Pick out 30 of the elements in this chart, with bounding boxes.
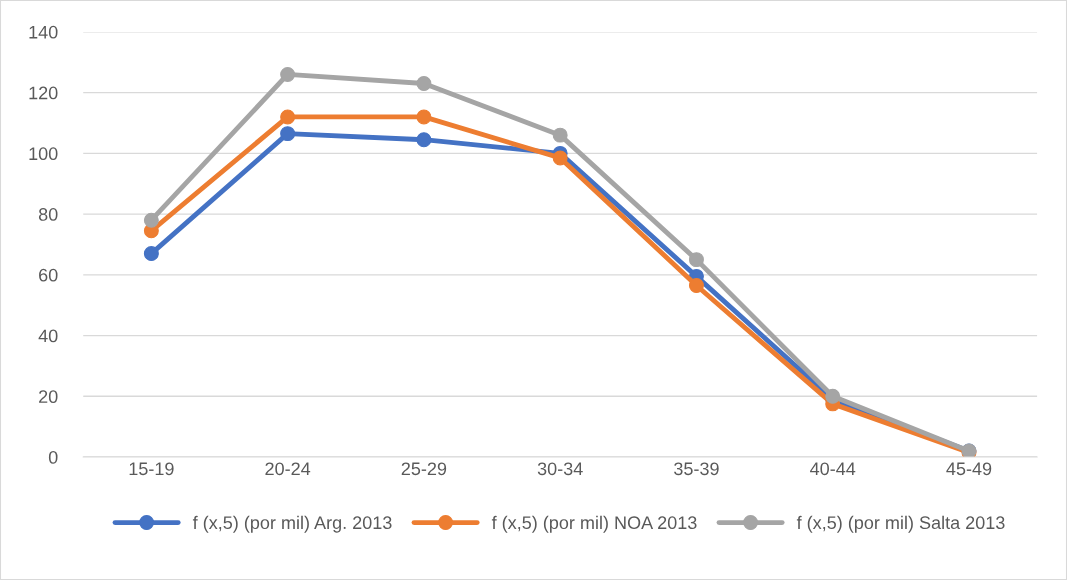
- y-tick-label: 20: [39, 390, 58, 404]
- point: [688, 252, 704, 268]
- point: [143, 212, 159, 228]
- y-tick-label: 40: [38, 329, 58, 343]
- x-tick-label: 30-34: [537, 462, 583, 476]
- y-tick-label: 0: [48, 450, 58, 464]
- point: [552, 150, 568, 166]
- x-tick-label: 20-24: [265, 462, 311, 476]
- point: [552, 127, 568, 143]
- y-tick-label: 80: [38, 208, 58, 221]
- point: [416, 109, 432, 125]
- y-tick-label: 140: [29, 25, 58, 39]
- x-tick-label: 35-39: [674, 462, 719, 476]
- point: [143, 246, 159, 262]
- point: [280, 109, 296, 125]
- legend-label: f (x,5) (por mil) Arg. 2013: [192, 515, 392, 533]
- x-tick-label: 45-49: [946, 462, 992, 476]
- x-tick-label: 25-29: [401, 462, 447, 476]
- y-tick-label: 100: [29, 147, 58, 161]
- x-tick-label: 40-44: [810, 462, 856, 476]
- point: [688, 278, 704, 293]
- point: [280, 66, 296, 82]
- point: [280, 126, 296, 142]
- legend-label: f (x,5) (por mil) NOA 2013: [491, 515, 697, 533]
- y-tick-label: 120: [29, 86, 58, 100]
- point: [416, 76, 432, 91]
- x-tick-label: 15-19: [129, 462, 174, 476]
- y-tick-label: 60: [39, 268, 58, 282]
- point: [416, 132, 432, 148]
- legend-label: f (x,5) (por mil) Salta 2013: [796, 515, 1005, 533]
